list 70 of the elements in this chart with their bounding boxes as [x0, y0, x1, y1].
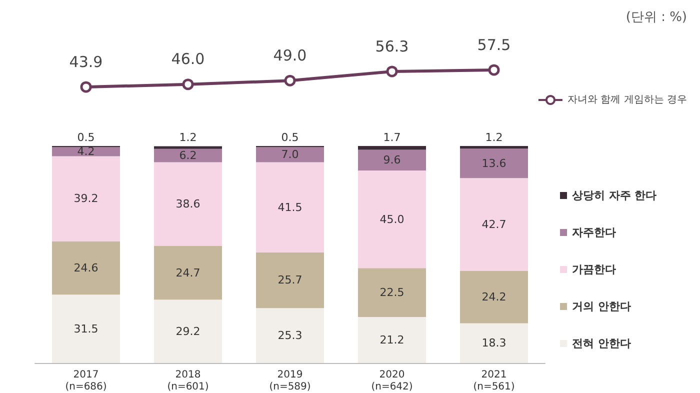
- data-label: 24.6: [74, 261, 98, 274]
- bar: [52, 156, 120, 242]
- bar: [52, 294, 120, 363]
- data-label: 29.2: [176, 324, 200, 338]
- legend-label: 전혀 안한다: [572, 337, 631, 350]
- bar: [358, 170, 426, 268]
- bar: [460, 146, 528, 149]
- bar: [358, 268, 426, 317]
- bar: [154, 246, 222, 300]
- legend-label: 가끔한다: [572, 263, 616, 276]
- data-label: 18.3: [482, 336, 506, 350]
- data-label: 31.5: [74, 322, 98, 336]
- bar: [358, 146, 426, 150]
- data-label: 22.5: [380, 286, 404, 300]
- bar: [154, 162, 222, 246]
- point: [182, 78, 194, 90]
- point: [386, 66, 398, 78]
- bar: [256, 252, 324, 308]
- bar: [460, 148, 528, 178]
- data-label: 9.6: [383, 154, 401, 167]
- bar: [460, 270, 528, 324]
- x-tick-label: 2017 (n=686): [65, 370, 107, 392]
- data-label: 7.0: [281, 148, 299, 162]
- x-tick-label: 2021 (n=561): [473, 370, 515, 392]
- bar: [256, 162, 324, 252]
- data-label: 25.3: [278, 329, 302, 342]
- data-label: 0.5: [281, 131, 299, 144]
- bar: [460, 178, 528, 271]
- data-label: 43.9: [69, 52, 103, 71]
- bar: [256, 308, 324, 363]
- legend-label: 자녀와 함께 게임하는 경우: [567, 94, 688, 106]
- point: [284, 74, 296, 86]
- data-label: 49.0: [273, 46, 307, 64]
- data-label: 1.2: [485, 131, 503, 144]
- data-label: 41.5: [278, 200, 302, 214]
- data-label: 1.2: [179, 131, 197, 144]
- x-tick-label: 2019 (n=589): [269, 370, 311, 392]
- point: [80, 81, 92, 93]
- data-label: 45.0: [380, 212, 404, 226]
- bar: [154, 148, 222, 162]
- data-label: 0.5: [77, 131, 95, 144]
- data-label: 6.2: [179, 149, 197, 162]
- bar: [52, 241, 120, 295]
- data-label: 24.7: [176, 266, 200, 280]
- bar: [52, 147, 120, 156]
- data-label: 39.2: [74, 192, 98, 206]
- legend-label: 거의 안한다: [572, 300, 631, 313]
- data-label: 4.2: [77, 145, 95, 158]
- bar: [460, 323, 528, 363]
- bar: [358, 150, 426, 171]
- bar: [256, 147, 324, 162]
- data-label: 38.6: [176, 198, 200, 211]
- x-tick-label: 2018 (n=601): [167, 370, 209, 392]
- x-tick-label: 2020 (n=642): [371, 370, 413, 392]
- data-label: 57.5: [477, 36, 511, 54]
- data-label: 56.3: [375, 37, 409, 56]
- point: [488, 64, 500, 76]
- data-label: 24.2: [482, 290, 506, 304]
- data-label: 1.7: [383, 131, 401, 144]
- bar: [154, 146, 222, 149]
- bar: [358, 316, 426, 363]
- text: (단위 : %): [626, 10, 687, 25]
- data-label: 42.7: [482, 218, 506, 231]
- data-label: 21.2: [380, 334, 404, 346]
- data-label: 13.6: [482, 156, 506, 170]
- legend-label: 자주한다: [572, 226, 616, 239]
- data-label: 46.0: [171, 50, 205, 68]
- legend-label: 상당히 자주 한다: [572, 189, 657, 202]
- data-label: 25.7: [278, 274, 302, 287]
- bar: [154, 300, 222, 363]
